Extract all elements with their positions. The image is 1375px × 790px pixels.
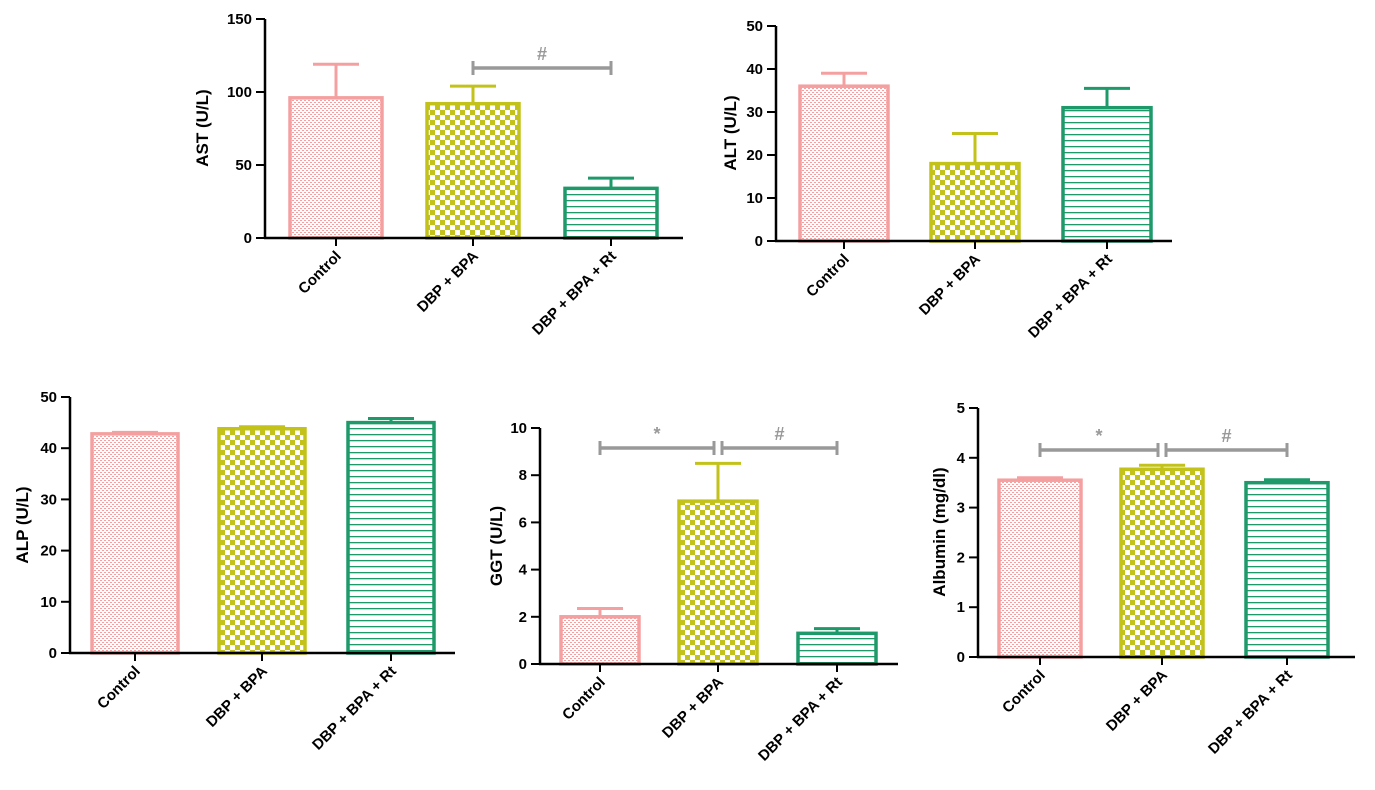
y-tick-label: 8 [519,467,527,484]
bar-dbp-bpa [217,426,307,655]
y-axis-label: GGT (U/L) [487,506,506,586]
bar-control [90,432,180,655]
bar-dbp-bpa [929,161,1021,243]
bar-control [559,615,641,666]
x-tick-label-dbp-bpa-rt: DBP + BPA + Rt [755,674,846,765]
y-tick-label: 2 [519,609,527,626]
y-tick-label: 30 [40,491,57,508]
bar-control [997,478,1083,659]
x-tick-label-dbp-bpa-rt: DBP + BPA + Rt [309,663,400,754]
y-tick-label: 1 [957,599,965,616]
y-tick-label: 0 [49,645,57,662]
bar-dbp-bpa-rt [1244,480,1330,659]
bar-dbp-bpa [1119,467,1205,659]
y-tick-label: 5 [957,400,965,417]
y-tick-label: 3 [957,500,965,517]
x-tick-label-control: Control [803,251,853,301]
significance-label: * [1095,426,1102,446]
bar-dbp-bpa-rt [563,186,659,240]
y-tick-label: 4 [957,450,966,467]
bar-dbp-bpa-rt [796,631,878,666]
panel-alt: 0 10 20 30 40 50 ALT (U/L) Control DBP + BPA DBP … [721,18,1172,342]
y-tick-label: 0 [244,230,252,247]
bar-control [798,84,890,243]
y-axis-label: ALP (U/L) [13,486,32,563]
y-axis-label: ALT (U/L) [721,95,740,170]
y-tick-label: 40 [40,440,57,457]
x-tick-label-dbp-bpa: DBP + BPA [203,663,271,731]
y-axis-label: Albumin (mg/dl) [930,467,949,596]
x-tick-label-control: Control [559,674,609,724]
y-tick-label: 20 [40,543,57,560]
y-tick-label: 20 [746,147,763,164]
significance-label: * [653,424,660,444]
x-tick-label-dbp-bpa: DBP + BPA [414,248,482,316]
y-tick-label: 40 [746,61,763,78]
y-tick-label: 0 [755,233,763,250]
y-tick-label: 10 [746,190,763,207]
y-tick-label: 50 [40,389,57,406]
bar-dbp-bpa [425,101,521,240]
y-axis-label: AST (U/L) [193,89,212,166]
y-tick-label: 50 [746,18,763,35]
bar-control [288,96,384,240]
y-tick-label: 0 [519,656,527,673]
significance-label: # [537,44,547,64]
x-tick-label-control: Control [999,667,1049,717]
panel-albumin: 0 1 2 3 4 5 Albumin (mg/dl) Control DBP + BPA DBP… [930,400,1355,758]
y-tick-label: 100 [227,84,252,101]
panel-alp: 0 10 20 30 40 50 ALP (U/L) Control DBP + BPA DBP … [13,389,455,754]
x-tick-label-control: Control [94,663,144,713]
panel-ast: 0 50 100 150 AST (U/L) Control DBP + BPA DBP + … [193,11,683,339]
bar-dbp-bpa-rt [346,420,436,655]
y-tick-label: 0 [957,649,965,666]
x-tick-label-dbp-bpa-rt: DBP + BPA + Rt [1025,251,1116,342]
x-tick-label-dbp-bpa: DBP + BPA [1103,667,1171,735]
significance-label: # [774,424,784,444]
bar-dbp-bpa-rt [1061,105,1153,243]
y-tick-label: 10 [40,594,57,611]
panel-ggt: 0 2 4 6 8 10 GGT (U/L) Control DBP + BPA DBP + BP… [487,420,898,765]
x-tick-label-control: Control [295,248,345,298]
x-tick-label-dbp-bpa: DBP + BPA [659,674,727,742]
y-tick-label: 30 [746,104,763,121]
x-tick-label-dbp-bpa-rt: DBP + BPA + Rt [529,248,620,339]
y-tick-label: 2 [957,549,965,566]
x-tick-label-dbp-bpa-rt: DBP + BPA + Rt [1205,667,1296,758]
y-tick-label: 150 [227,11,252,28]
y-tick-label: 4 [519,562,528,579]
y-tick-label: 6 [519,514,527,531]
bar-dbp-bpa [677,499,759,666]
y-tick-label: 10 [510,420,527,437]
significance-label: # [1221,426,1231,446]
x-tick-label-dbp-bpa: DBP + BPA [916,251,984,319]
y-tick-label: 50 [235,157,252,174]
